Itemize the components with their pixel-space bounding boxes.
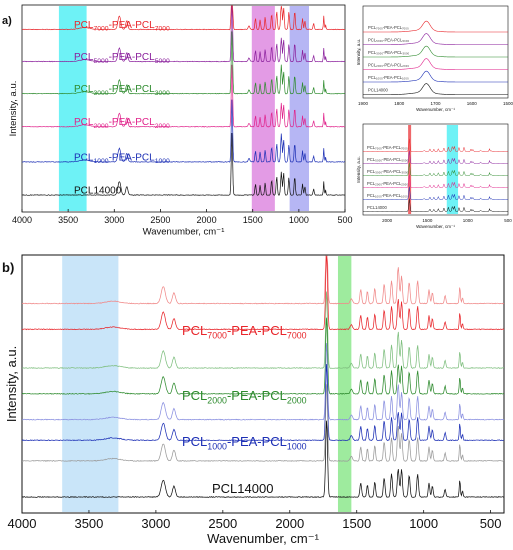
a-main-series-line-3 [21,64,346,128]
a-main-x-tick-label-2: 3000 [104,215,124,225]
inset-bottom-x-tick-label-1: 1500 [422,218,433,223]
inset-bottom-x-tick-label-3: 500 [504,218,512,223]
inset-top-series-label-0: PCL₇₀₀₀-PEA-PCL₇₀₀₀ [368,25,409,30]
b-main-series-line-4 [21,342,505,421]
inset-top-series-line-4 [363,70,508,83]
inset-top-x-tick-label-0: 1900 [358,101,369,106]
inset-top-series-label-3: PCL₂₀₀₀-PEA-PCL₂₀₀₀ [368,63,409,68]
inset-bottom-band-ester [446,125,459,214]
inset-bottom-series-label-0: PCL₇₀₀₀-PEA-PCL₇₀₀₀ [367,145,408,150]
a-main-x-tick-label-0: 4000 [12,215,32,225]
inset-bottom-frame [362,123,509,216]
b-main-x-tick-label-5: 1500 [342,516,371,531]
inset-bottom-series-label-4: PCL₁₀₀₀-PEA-PCL₁₀₀₀ [367,193,408,198]
panel-a-label: a) [2,15,12,27]
inset-bottom-series-label-3: PCL₂₀₀₀-PEA-PCL₂₀₀₀ [367,181,408,186]
b-series-label-3: PCL14000 [212,481,273,496]
inset-bottom-x-tick-label-0: 2000 [382,218,393,223]
inset-bottom-series-line-0 [362,138,509,152]
inset-bottom-x-tick-label-2: 1000 [463,218,474,223]
a-main-series-line-4 [21,99,346,163]
a-main-series-line-0 [21,5,346,31]
inset-top-series-line-0 [363,20,508,33]
b-main-y-axis-title: Intensity, a.u. [4,346,19,422]
panel-b-main-chart: 4000 3500 3000 2500 2000 1500 1000 500 Wavenumbe… [4,254,505,546]
inset-top-series-line-1 [363,33,508,45]
inset-top-x-tick-label-3: 1600 [467,101,478,106]
b-series-label-1: PCL2000-PEA-PCL2000 [182,388,307,406]
b-main-series-line-3 [21,317,505,395]
a-main-highlight-band-2 [289,6,310,211]
b-main-x-tick-label-6: 1000 [409,516,438,531]
b-main-highlight-band-1 [337,256,352,512]
a-main-series-line-2 [21,31,346,95]
a-main-x-tick-label-5: 1500 [243,215,263,225]
inset-bottom-series-line-1 [362,150,509,164]
b-main-series-line-7 [21,420,505,498]
inset-bottom-series-line-4 [362,186,509,200]
b-main-highlight-band-0 [62,256,119,512]
inset-bottom-y-axis-title: Intensity, a.u. [356,156,361,182]
b-main-x-tick-label-0: 4000 [8,516,37,531]
inset-top-x-tick-label-4: 1500 [503,101,513,106]
b-main-series-line-2 [21,291,505,369]
b-main-x-tick-label-2: 3000 [141,516,170,531]
a-main-y-axis-title: Intensity, a.u. [8,81,19,137]
a-main-series-label-3: PCL2000-PEA-PCL2000 [74,117,170,130]
inset-top-series-label-5: PCL14000 [368,88,388,93]
a-main-series-label-2: PCL3000-PEA-PCL3000 [74,84,170,97]
a-main-x-tick-label-7: 500 [337,215,352,225]
a-main-series-label-1: PCL5000-PEA-PCL5000 [74,52,170,65]
inset-bottom-band-carbonyl [408,125,412,214]
a-main-series-label-5: PCL14000 [74,186,122,197]
a-main-x-tick-label-4: 2000 [197,215,217,225]
b-main-x-axis-title: Wavenumber, cm⁻¹ [207,531,320,546]
a-main-x-tick-label-3: 2500 [150,215,170,225]
inset-top-x-tick-label-1: 1800 [394,101,405,106]
b-main-x-tick-label-7: 500 [480,516,502,531]
inset-top-x-axis-title: Wavenumber, cm⁻¹ [416,107,455,112]
inset-top-series-line-5 [363,83,508,95]
b-main-series-line-5 [21,363,505,442]
inset-top-series-line-3 [363,58,508,70]
inset-bottom-series-line-5 [362,198,509,212]
panel-a-main-chart: 4000 3500 3000 2500 2000 1500 1000 500 Wavenumbe… [8,4,353,238]
inset-bottom-series-label-2: PCL₃₀₀₀-PEA-PCL₃₀₀₀ [367,169,409,174]
b-main-x-tick-label-4: 2000 [275,516,304,531]
a-main-x-tick-label-1: 3500 [58,215,78,225]
inset-top-series-label-1: PCL₅₀₀₀-PEA-PCL₅₀₀₀ [368,38,410,43]
b-main-series-line-0 [21,255,505,305]
panel-b-label: b) [2,260,14,275]
b-main-series-line-1 [21,255,505,331]
inset-bottom-series-line-2 [362,162,509,176]
a-main-x-axis-title: Wavenumber, cm⁻¹ [143,227,225,238]
a-main-series-label-0: PCL7000-PEA-PCL7000 [74,20,170,33]
panel-a-inset-top: PCL₇₀₀₀-PEA-PCL₇₀₀₀ PCL₅₀₀₀-PEA-PCL₅₀₀₀ PC… [356,5,513,112]
inset-top-y-axis-title: Intensity, a.u. [356,39,361,65]
a-main-series-line-1 [21,5,346,63]
a-main-series-label-4: PCL1000-PEA-PCL1000 [74,152,170,165]
inset-top-series-label-2: PCL₃₀₀₀-PEA-PCL₃₀₀₀ [368,50,410,55]
b-series-label-2: PCL1000-PEA-PCL1000 [182,434,307,452]
b-series-label-0: PCL7000-PEA-PCL7000 [182,323,307,341]
inset-top-series-label-4: PCL₁₀₀₀-PEA-PCL₁₀₀₀ [368,75,409,80]
inset-bottom-x-axis-title: Wavenumber, cm⁻¹ [416,224,455,229]
inset-top-series-line-2 [363,45,508,58]
b-main-x-tick-label-3: 2500 [208,516,237,531]
inset-top-frame [362,5,509,99]
inset-bottom-series-line-3 [362,174,509,188]
a-main-highlight-band-1 [251,6,275,211]
inset-bottom-series-label-5: PCL14000 [367,205,387,210]
a-main-highlight-band-0 [58,6,87,211]
b-main-series-line-6 [21,384,505,462]
a-main-x-tick-label-6: 1000 [289,215,309,225]
b-main-x-tick-label-1: 3500 [74,516,103,531]
inset-top-x-tick-label-2: 1700 [430,101,441,106]
panel-a-inset-bottom: PCL₇₀₀₀-PEA-PCL₇₀₀₀ PCL₅₀₀₀-PEA-PCL₅₀₀₀ PC… [356,123,512,229]
a-main-series-line-5 [21,133,346,196]
inset-bottom-series-label-1: PCL₅₀₀₀-PEA-PCL₅₀₀₀ [367,157,409,162]
